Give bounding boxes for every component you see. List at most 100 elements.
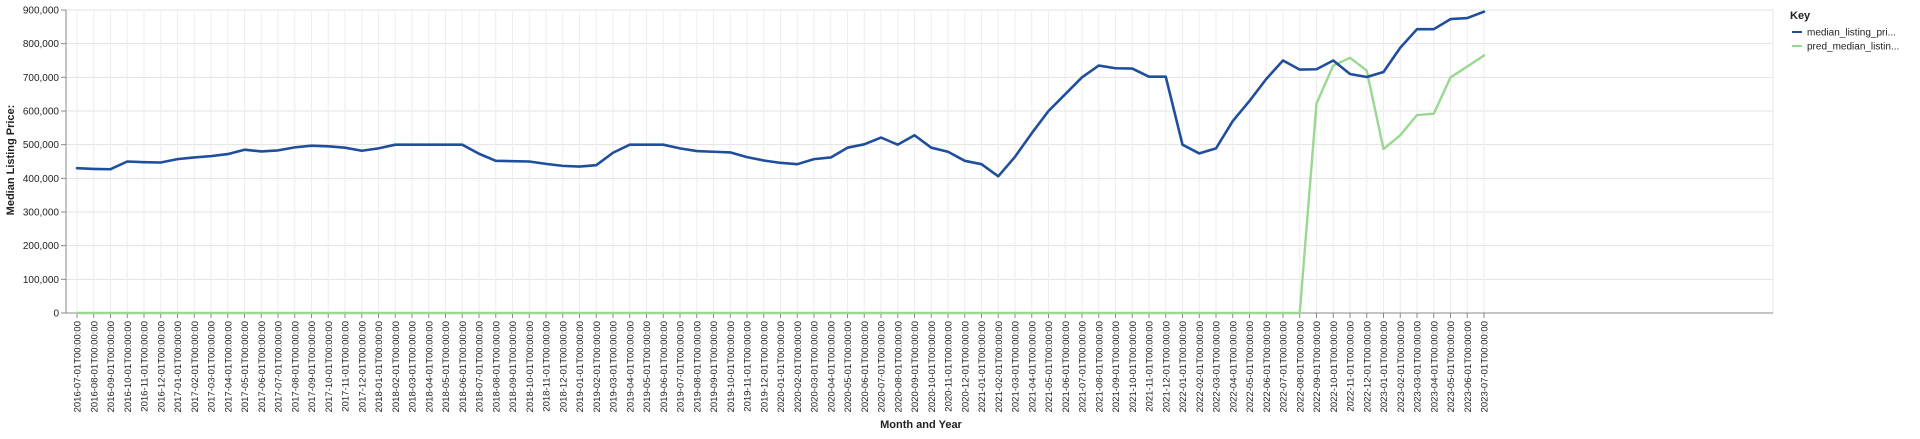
x-tick-label: 2022-02-01T00:00:00 — [1195, 321, 1206, 412]
y-tick-label: 700,000 — [23, 73, 60, 84]
x-tick-label: 2017-03-01T00:00:00 — [207, 321, 218, 412]
x-tick-label: 2019-04-01T00:00:00 — [625, 321, 636, 412]
x-tick-label: 2019-05-01T00:00:00 — [642, 321, 653, 412]
y-tick-label: 500,000 — [23, 140, 60, 151]
x-tick-label: 2023-01-01T00:00:00 — [1379, 321, 1390, 412]
x-tick-label: 2018-08-01T00:00:00 — [491, 321, 502, 412]
x-tick-label: 2016-09-01T00:00:00 — [106, 321, 117, 412]
x-tick-label: 2019-09-01T00:00:00 — [709, 321, 720, 412]
y-tick-label: 600,000 — [23, 107, 60, 118]
x-axis-title: Month and Year — [880, 419, 962, 431]
x-tick-label: 2016-11-01T00:00:00 — [140, 321, 151, 412]
x-tick-label: 2016-12-01T00:00:00 — [156, 321, 167, 412]
y-tick-label: 0 — [53, 309, 59, 320]
x-tick-label: 2020-10-01T00:00:00 — [927, 321, 938, 412]
y-tick-label: 800,000 — [23, 39, 60, 50]
x-tick-label: 2022-11-01T00:00:00 — [1346, 321, 1357, 412]
x-tick-label: 2016-10-01T00:00:00 — [123, 321, 134, 412]
x-tick-label: 2022-06-01T00:00:00 — [1262, 321, 1273, 412]
x-tick-label: 2019-10-01T00:00:00 — [726, 321, 737, 412]
series-lines — [75, 10, 1486, 315]
x-tick-label: 2020-02-01T00:00:00 — [793, 321, 804, 412]
x-tick-label: 2017-05-01T00:00:00 — [240, 321, 251, 412]
x-tick-label: 2023-03-01T00:00:00 — [1413, 321, 1424, 412]
x-tick-label: 2018-04-01T00:00:00 — [424, 321, 435, 412]
x-tick-label: 2021-12-01T00:00:00 — [1161, 321, 1172, 412]
x-tick-label: 2018-06-01T00:00:00 — [458, 321, 469, 412]
x-tick-label: 2021-05-01T00:00:00 — [1044, 321, 1055, 412]
legend-title: Key — [1790, 10, 1811, 22]
x-tick-label: 2017-07-01T00:00:00 — [274, 321, 285, 412]
x-tick-label: 2018-09-01T00:00:00 — [508, 321, 519, 412]
x-tick-label: 2018-07-01T00:00:00 — [475, 321, 486, 412]
x-tick-label: 2020-04-01T00:00:00 — [826, 321, 837, 412]
x-tick-label: 2018-10-01T00:00:00 — [525, 321, 536, 412]
y-tick-label: 200,000 — [23, 241, 60, 252]
x-tick-label: 2022-08-01T00:00:00 — [1295, 321, 1306, 412]
x-tick-label: 2022-09-01T00:00:00 — [1312, 321, 1323, 412]
x-tick-label: 2019-12-01T00:00:00 — [759, 321, 770, 412]
x-tick-label: 2018-11-01T00:00:00 — [542, 321, 553, 412]
x-tick-label: 2022-12-01T00:00:00 — [1362, 321, 1373, 412]
x-tick-label: 2022-04-01T00:00:00 — [1228, 321, 1239, 412]
x-tick-label: 2021-10-01T00:00:00 — [1128, 321, 1139, 412]
x-axis: 2016-07-01T00:00:00 2016-08-01T00:00:00 20… — [66, 312, 1773, 412]
x-tick-label: 2017-08-01T00:00:00 — [290, 321, 301, 412]
x-tick-label: 2022-01-01T00:00:00 — [1178, 321, 1189, 412]
x-tick-label: 2019-01-01T00:00:00 — [575, 321, 586, 412]
series-line-pred-median-listing-price — [75, 54, 1486, 315]
x-tick-label: 2021-07-01T00:00:00 — [1078, 321, 1089, 412]
legend-label: pred_median_listin... — [1807, 42, 1899, 53]
x-tick-label: 2018-03-01T00:00:00 — [408, 321, 419, 412]
x-tick-label: 2023-04-01T00:00:00 — [1429, 321, 1440, 412]
x-tick-label: 2018-05-01T00:00:00 — [441, 321, 452, 412]
x-tick-label: 2023-06-01T00:00:00 — [1463, 321, 1474, 412]
x-tick-label: 2019-07-01T00:00:00 — [676, 321, 687, 412]
x-tick-label: 2017-01-01T00:00:00 — [173, 321, 184, 412]
x-tick-label: 2020-11-01T00:00:00 — [944, 321, 955, 412]
x-tick-label: 2021-06-01T00:00:00 — [1061, 321, 1072, 412]
y-axis-title: Median Listing Price: — [5, 105, 17, 216]
x-tick-label: 2017-04-01T00:00:00 — [223, 321, 234, 412]
x-tick-label: 2019-08-01T00:00:00 — [692, 321, 703, 412]
y-axis: 0 100,000 200,000 300,000 400,000 500,000 600,… — [23, 6, 67, 320]
x-tick-label: 2021-04-01T00:00:00 — [1027, 321, 1038, 412]
x-tick-label: 2020-08-01T00:00:00 — [893, 321, 904, 412]
x-tick-label: 2017-09-01T00:00:00 — [307, 321, 318, 412]
x-tick-label: 2020-01-01T00:00:00 — [776, 321, 787, 412]
legend: Key median_listing_pri... pred_median_lis… — [1790, 10, 1899, 53]
x-tick-label: 2021-08-01T00:00:00 — [1094, 321, 1105, 412]
x-tick-label: 2016-08-01T00:00:00 — [89, 321, 100, 412]
legend-label: median_listing_pri... — [1807, 28, 1896, 39]
x-tick-label: 2023-05-01T00:00:00 — [1446, 321, 1457, 412]
series-line-median-listing-price — [75, 10, 1486, 178]
y-tick-label: 900,000 — [23, 6, 60, 17]
x-tick-label: 2021-01-01T00:00:00 — [977, 321, 988, 412]
x-tick-label: 2022-10-01T00:00:00 — [1329, 321, 1340, 412]
x-tick-label: 2017-10-01T00:00:00 — [324, 321, 335, 412]
x-tick-label: 2021-03-01T00:00:00 — [1011, 321, 1022, 412]
gridlines — [66, 9, 1774, 314]
x-tick-label: 2020-09-01T00:00:00 — [910, 321, 921, 412]
x-tick-label: 2019-11-01T00:00:00 — [743, 321, 754, 412]
x-tick-label: 2020-12-01T00:00:00 — [960, 321, 971, 412]
x-tick-label: 2022-05-01T00:00:00 — [1245, 321, 1256, 412]
x-tick-label: 2021-11-01T00:00:00 — [1145, 321, 1156, 412]
x-tick-label: 2023-02-01T00:00:00 — [1396, 321, 1407, 412]
x-tick-label: 2021-02-01T00:00:00 — [994, 321, 1005, 412]
x-tick-label: 2020-03-01T00:00:00 — [810, 321, 821, 412]
x-tick-label: 2016-07-01T00:00:00 — [73, 321, 84, 412]
x-tick-label: 2021-09-01T00:00:00 — [1111, 321, 1122, 412]
x-tick-label: 2020-05-01T00:00:00 — [843, 321, 854, 412]
x-tick-label: 2020-06-01T00:00:00 — [860, 321, 871, 412]
x-tick-label: 2019-06-01T00:00:00 — [659, 321, 670, 412]
x-tick-label: 2017-06-01T00:00:00 — [257, 321, 268, 412]
y-tick-label: 300,000 — [23, 208, 60, 219]
legend-items: median_listing_pri... pred_median_listin.… — [1792, 28, 1899, 53]
x-tick-label: 2020-07-01T00:00:00 — [877, 321, 888, 412]
y-tick-label: 100,000 — [23, 275, 60, 286]
x-tick-label: 2017-12-01T00:00:00 — [357, 321, 368, 412]
x-tick-label: 2017-02-01T00:00:00 — [190, 321, 201, 412]
